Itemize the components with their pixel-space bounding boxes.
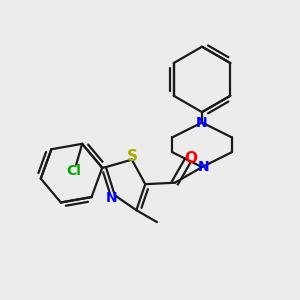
- Text: S: S: [126, 149, 137, 164]
- Text: N: N: [196, 116, 208, 130]
- Text: N: N: [106, 190, 118, 205]
- Text: O: O: [184, 151, 197, 166]
- Text: Cl: Cl: [66, 164, 81, 178]
- Text: N: N: [198, 160, 209, 174]
